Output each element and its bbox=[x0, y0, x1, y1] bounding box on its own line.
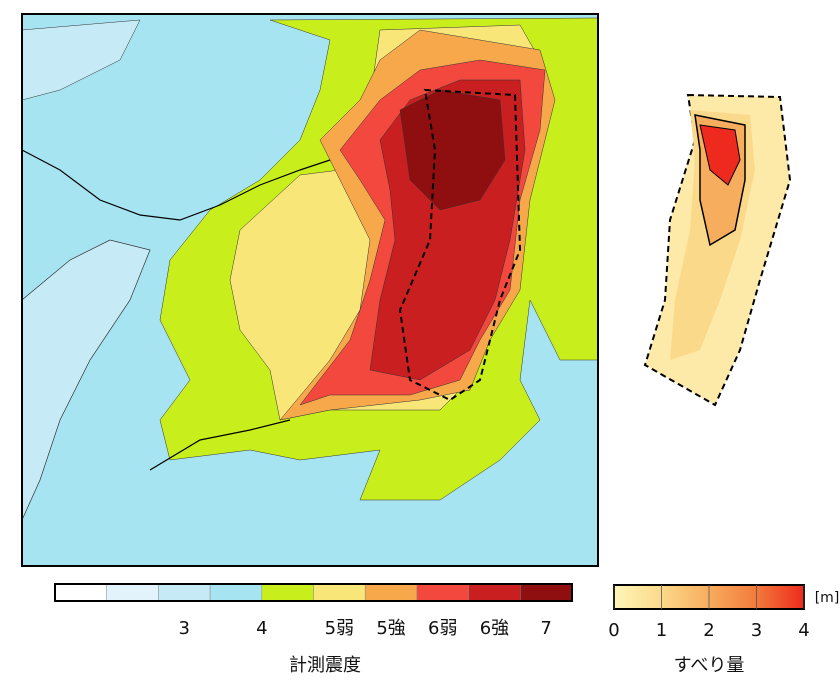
slip-legend: 0 1 2 3 4 bbox=[608, 584, 810, 641]
intensity-label: 6強 bbox=[480, 618, 509, 639]
slip-unit: [m] bbox=[815, 590, 840, 606]
intensity-label: 3 bbox=[179, 618, 190, 639]
intensity-title: 計測震度 bbox=[289, 655, 361, 676]
color-swatch bbox=[364, 583, 418, 602]
slip-title: すべり量 bbox=[674, 655, 745, 676]
slip-tick-label: 3 bbox=[751, 620, 762, 641]
intensity-label: 6弱 bbox=[428, 618, 457, 639]
slip-tick-label: 2 bbox=[703, 620, 714, 641]
map-frame bbox=[21, 13, 599, 567]
intensity-label: 7 bbox=[540, 618, 551, 639]
color-swatch bbox=[158, 583, 211, 602]
color-swatch bbox=[106, 583, 159, 602]
color-swatch bbox=[54, 583, 107, 602]
color-swatch bbox=[261, 583, 314, 602]
legend-frame bbox=[54, 583, 573, 602]
color-swatch bbox=[520, 583, 573, 602]
color-swatch bbox=[468, 583, 521, 602]
color-swatch bbox=[209, 583, 263, 602]
intensity-map bbox=[22, 14, 598, 566]
color-swatch bbox=[416, 583, 469, 602]
slip-tick-label: 1 bbox=[656, 620, 667, 641]
slip-tick-label: 0 bbox=[608, 620, 619, 641]
color-swatch bbox=[313, 583, 366, 602]
slip-tick-label: 4 bbox=[798, 620, 809, 641]
intensity-label: 5強 bbox=[376, 618, 405, 639]
intensity-label: 4 bbox=[256, 618, 267, 639]
intensity-label: 5弱 bbox=[325, 618, 354, 639]
slip-map bbox=[643, 93, 792, 407]
intensity-legend: 3 4 5弱 5強 6弱 6強 7 bbox=[54, 583, 573, 639]
